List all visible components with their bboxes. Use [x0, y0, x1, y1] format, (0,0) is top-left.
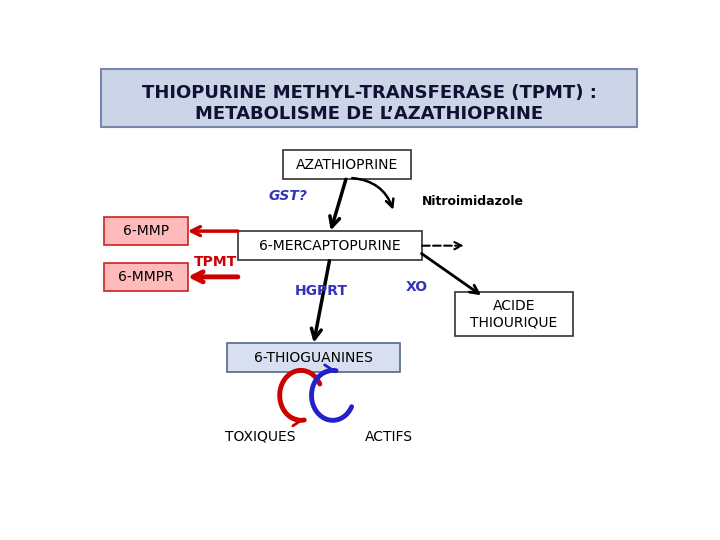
- Text: 6-MMP: 6-MMP: [122, 224, 169, 238]
- FancyBboxPatch shape: [104, 217, 188, 245]
- Text: XO: XO: [405, 280, 428, 294]
- Text: TOXIQUES: TOXIQUES: [225, 430, 295, 444]
- FancyBboxPatch shape: [104, 263, 188, 291]
- Text: AZATHIOPRINE: AZATHIOPRINE: [295, 158, 398, 172]
- Text: ACIDE
THIOURIQUE: ACIDE THIOURIQUE: [470, 299, 558, 329]
- Text: 6-MERCAPTOPURINE: 6-MERCAPTOPURINE: [259, 239, 401, 253]
- Text: METABOLISME DE L’AZATHIOPRINE: METABOLISME DE L’AZATHIOPRINE: [195, 105, 543, 123]
- Text: 6-THIOGUANINES: 6-THIOGUANINES: [253, 351, 373, 365]
- FancyBboxPatch shape: [227, 343, 400, 373]
- Text: THIOPURINE METHYL-TRANSFERASE (TPMT) :: THIOPURINE METHYL-TRANSFERASE (TPMT) :: [142, 84, 596, 102]
- Text: ACTIFS: ACTIFS: [364, 430, 413, 444]
- Text: TPMT: TPMT: [194, 255, 237, 269]
- FancyBboxPatch shape: [456, 293, 572, 336]
- FancyBboxPatch shape: [238, 231, 422, 260]
- Text: 6-MMPR: 6-MMPR: [118, 270, 174, 284]
- Text: HGPRT: HGPRT: [295, 285, 348, 299]
- Text: Nitroimidazole: Nitroimidazole: [422, 195, 524, 208]
- FancyBboxPatch shape: [282, 151, 411, 179]
- Text: GST?: GST?: [269, 189, 307, 203]
- FancyBboxPatch shape: [101, 69, 637, 127]
